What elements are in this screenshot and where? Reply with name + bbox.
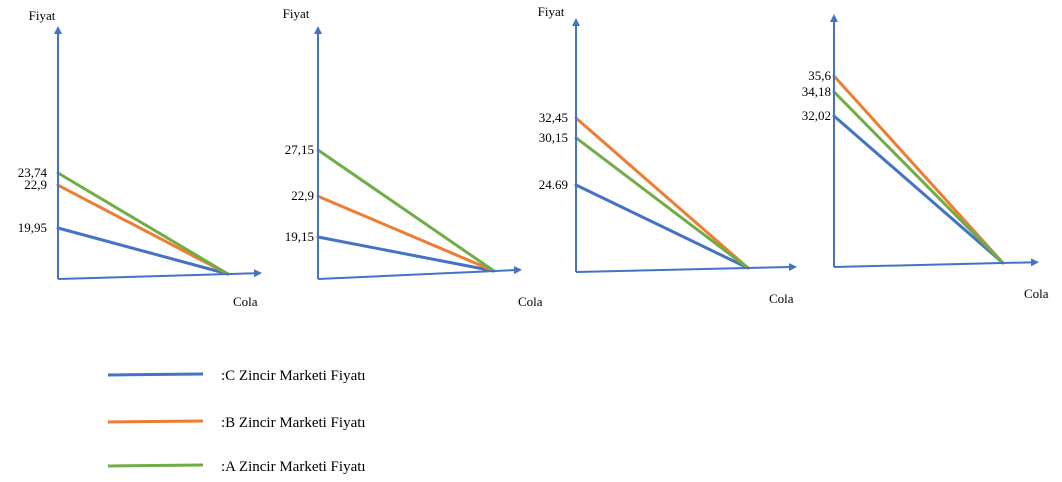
legend-label-b: :B Zincir Marketi Fiyatı: [221, 415, 366, 431]
data-label-c: 19,15: [285, 229, 314, 244]
series-line-b: [574, 116, 750, 270]
legend: :C Zincir Marketi Fiyatı :B Zincir Market…: [107, 368, 366, 475]
x-axis: [57, 269, 262, 280]
series-line-a: [316, 148, 496, 273]
data-label-b: 22,9: [24, 177, 47, 192]
series-line-b: [316, 194, 496, 273]
x-axis-title: Cola: [233, 294, 258, 309]
legend-label-c: :C Zincir Marketi Fiyatı: [221, 368, 366, 384]
data-label-a: 27,15: [285, 142, 314, 157]
x-axis: [833, 258, 1039, 268]
series-line-a: [832, 90, 1005, 265]
series-line-c: [56, 226, 230, 276]
series-line-c: [316, 235, 496, 273]
series-line-c: [832, 114, 1005, 265]
data-label-c: 24.69: [539, 177, 568, 192]
series-line-a: [56, 171, 230, 276]
chart-panel-2: 19,15 22,9 27,15 Fiyat Cola: [283, 6, 543, 309]
data-label-a: 34,18: [802, 84, 831, 99]
y-axis-title: Fiyat: [283, 6, 310, 21]
chart-panel-3: 24.69 32,45 30,15 Fiyat Cola: [538, 4, 797, 306]
series-line-a: [574, 136, 750, 270]
data-label-c: 32,02: [802, 108, 831, 123]
data-label-a: 23,74: [18, 165, 48, 180]
chart-panel-4: 32,02 35,634,18 Cola: [802, 14, 1049, 301]
data-label-a: 30,15: [539, 130, 568, 145]
chart-panel-1: 19,95 22,923,74 Fiyat Cola: [18, 8, 262, 309]
data-label-c: 19,95: [18, 220, 47, 235]
y-axis-title: Fiyat: [538, 4, 565, 19]
legend-swatch-a: [107, 463, 204, 468]
series-line-b: [832, 74, 1005, 265]
legend-label-a: :A Zincir Marketi Fiyatı: [221, 459, 366, 475]
series-line-c: [574, 183, 750, 270]
x-axis-title: Cola: [769, 291, 794, 306]
legend-swatch-c: [107, 372, 204, 377]
legend-swatch-b: [107, 419, 204, 424]
y-axis-title: Fiyat: [29, 8, 56, 23]
x-axis: [317, 266, 522, 280]
x-axis: [575, 263, 797, 273]
data-label-b: 22,9: [291, 188, 314, 203]
series-line-b: [56, 183, 230, 276]
x-axis-title: Cola: [1024, 286, 1049, 301]
data-label-b: 35,6: [808, 68, 831, 83]
x-axis-title: Cola: [518, 294, 543, 309]
data-label-b: 32,45: [539, 110, 568, 125]
